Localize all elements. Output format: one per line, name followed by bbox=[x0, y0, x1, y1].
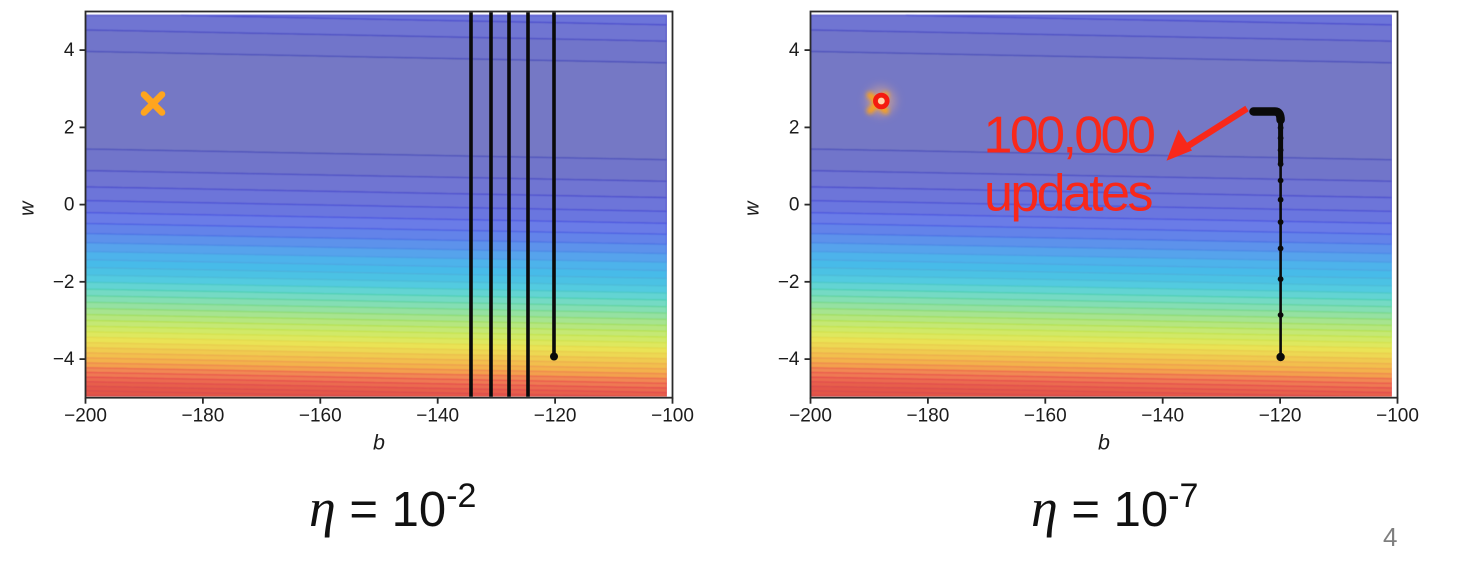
svg-text:0: 0 bbox=[789, 195, 800, 216]
svg-text:−100: −100 bbox=[1376, 406, 1419, 427]
svg-text:−140: −140 bbox=[1141, 406, 1184, 427]
svg-text:100,000: 100,000 bbox=[984, 107, 1154, 165]
svg-text:2: 2 bbox=[64, 117, 75, 138]
svg-text:−160: −160 bbox=[299, 406, 342, 427]
svg-text:−200: −200 bbox=[789, 406, 832, 427]
svg-text:−200: −200 bbox=[64, 406, 107, 427]
svg-text:b: b bbox=[373, 431, 385, 455]
svg-text:updates: updates bbox=[984, 165, 1152, 223]
svg-text:−120: −120 bbox=[1259, 406, 1302, 427]
svg-text:2: 2 bbox=[789, 117, 800, 138]
svg-text:−140: −140 bbox=[416, 406, 459, 427]
svg-text:−2: −2 bbox=[53, 272, 75, 293]
svg-text:−4: −4 bbox=[778, 349, 800, 370]
svg-text:−160: −160 bbox=[1024, 406, 1067, 427]
svg-text:−180: −180 bbox=[182, 406, 225, 427]
svg-text:b: b bbox=[1098, 431, 1110, 455]
svg-text:−4: −4 bbox=[53, 349, 75, 370]
svg-text:w: w bbox=[742, 200, 764, 216]
svg-text:4: 4 bbox=[789, 40, 800, 61]
svg-text:−120: −120 bbox=[534, 406, 577, 427]
svg-text:−180: −180 bbox=[907, 406, 950, 427]
svg-text:w: w bbox=[17, 200, 39, 216]
svg-text:0: 0 bbox=[64, 195, 75, 216]
svg-text:−100: −100 bbox=[651, 406, 694, 427]
svg-text:−2: −2 bbox=[778, 272, 800, 293]
svg-text:4: 4 bbox=[64, 40, 75, 61]
